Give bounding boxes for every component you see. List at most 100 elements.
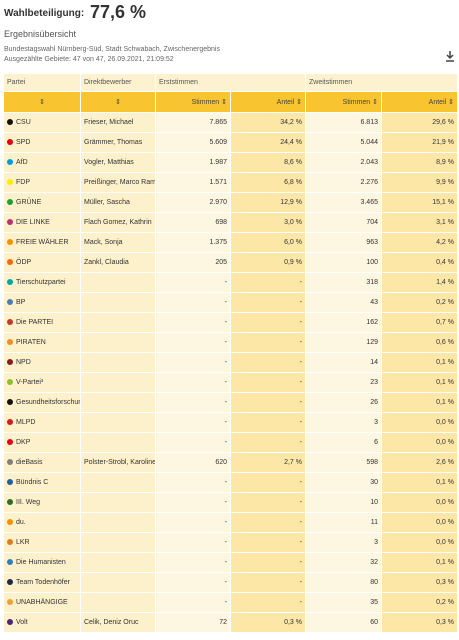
cell-text: 35 xyxy=(370,599,378,606)
info: Ausgezählte Gebiete: 47 von 47, 26.09.20… xyxy=(4,56,174,63)
cell: 12,9 % xyxy=(230,192,306,213)
cell: GRÜNE xyxy=(3,192,81,213)
cell: 0,3 % xyxy=(381,572,458,593)
cell: - xyxy=(230,472,306,493)
table-row: III. Weg - - 10 0,0 % xyxy=(3,492,458,513)
cell-text: - xyxy=(224,339,227,346)
cell: 0,1 % xyxy=(381,352,458,373)
cell: - xyxy=(230,572,306,593)
table-row: du. - - 11 0,0 % xyxy=(3,512,458,533)
cell-text: Vogler, Matthias xyxy=(84,159,134,166)
cell-text: 1.375 xyxy=(209,239,227,246)
results-table: Partei Direktbewerber Erststimmen Zweits… xyxy=(3,73,458,633)
cell: 9,9 % xyxy=(381,172,458,193)
party-color-dot xyxy=(7,399,13,405)
cell-text: 29,6 % xyxy=(432,119,454,126)
cell-text: 162 xyxy=(366,319,378,326)
turnout-value: 77,6 % xyxy=(90,2,147,22)
cell-text: - xyxy=(224,279,227,286)
party-color-dot xyxy=(7,479,13,485)
cell: - xyxy=(155,532,231,553)
party-color-dot xyxy=(7,539,13,545)
download-icon[interactable] xyxy=(445,50,455,62)
cell-text: 3 xyxy=(374,539,378,546)
cell-text: Grämmer, Thomas xyxy=(84,139,143,146)
party-color-dot xyxy=(7,219,13,225)
sort-header[interactable]: Anteil ⇕ xyxy=(230,91,306,113)
cell: 11 xyxy=(305,512,382,533)
table-row: PIRATEN - - 129 0,6 % xyxy=(3,332,458,353)
cell: DKP xyxy=(3,432,81,453)
column-header: Zweitstimmen xyxy=(305,73,458,92)
table-row: UNABHÄNGIGE - - 35 0,2 % xyxy=(3,592,458,613)
cell-text: 129 xyxy=(366,339,378,346)
cell-text: 0,6 % xyxy=(436,339,454,346)
header: Wahlbeteiligung: 77,6 % Ergebnisübersich… xyxy=(4,0,455,72)
cell: 0,4 % xyxy=(381,252,458,273)
cell: Frieser, Michael xyxy=(80,112,156,133)
cell-text: - xyxy=(299,359,302,366)
cell: 100 xyxy=(305,252,382,273)
cell: - xyxy=(155,352,231,373)
cell-text: 30 xyxy=(370,479,378,486)
cell-text: 704 xyxy=(366,219,378,226)
cell: - xyxy=(230,392,306,413)
sort-cell[interactable]: ⇕ xyxy=(3,91,81,113)
party-color-dot xyxy=(7,339,13,345)
cell: UNABHÄNGIGE xyxy=(3,592,81,613)
cell-text: - xyxy=(299,439,302,446)
cell-text: - xyxy=(299,599,302,606)
cell-text: 1.987 xyxy=(209,159,227,166)
subcolumn-label: Stimmen xyxy=(342,99,371,106)
subcolumn-label: Anteil xyxy=(276,99,295,106)
sort-header[interactable]: Anteil ⇕ xyxy=(381,91,458,113)
cell: 698 xyxy=(155,212,231,233)
cell xyxy=(80,552,156,573)
cell-text: 0,3 % xyxy=(436,619,454,626)
table-row: Die Humanisten - - 32 0,1 % xyxy=(3,552,458,573)
cell: - xyxy=(230,592,306,613)
cell: 14 xyxy=(305,352,382,373)
cell: Vogler, Matthias xyxy=(80,152,156,173)
cell: 0,1 % xyxy=(381,392,458,413)
cell: - xyxy=(155,392,231,413)
cell: - xyxy=(230,272,306,293)
cell: 0,0 % xyxy=(381,412,458,433)
cell: - xyxy=(155,432,231,453)
cell: - xyxy=(155,492,231,513)
cell: 620 xyxy=(155,452,231,473)
party-color-dot xyxy=(7,619,13,625)
sort-cell[interactable]: ⇕ xyxy=(80,91,156,113)
table-row: MLPD - - 3 0,0 % xyxy=(3,412,458,433)
cell: 0,0 % xyxy=(381,512,458,533)
party-color-dot xyxy=(7,319,13,325)
info: Bundestagswahl Nürnberg-Süd, Stadt Schwa… xyxy=(4,46,220,53)
sort-header[interactable]: Stimmen ⇕ xyxy=(305,91,382,113)
cell-text: - xyxy=(299,579,302,586)
cell-text: 60 xyxy=(370,619,378,626)
cell: 0,1 % xyxy=(381,552,458,573)
cell-text: 0,1 % xyxy=(436,359,454,366)
cell xyxy=(80,492,156,513)
cell: Mack, Sonja xyxy=(80,232,156,253)
cell xyxy=(80,312,156,333)
cell: - xyxy=(155,412,231,433)
cell-text: 0,3 % xyxy=(436,579,454,586)
cell-text: 0,1 % xyxy=(436,379,454,386)
column-header: Direktbewerber xyxy=(80,73,156,92)
cell-text: 72 xyxy=(219,619,227,626)
cell-text: 0,3 % xyxy=(284,619,302,626)
cell: 10 xyxy=(305,492,382,513)
party-name: Bündnis C xyxy=(16,479,49,486)
table-row: BP - - 43 0,2 % xyxy=(3,292,458,313)
cell: 2.276 xyxy=(305,172,382,193)
cell xyxy=(80,272,156,293)
cell-text: 0,0 % xyxy=(436,419,454,426)
sort-header[interactable]: Stimmen ⇕ xyxy=(155,91,231,113)
cell: - xyxy=(230,492,306,513)
cell: 7.865 xyxy=(155,112,231,133)
cell: - xyxy=(155,592,231,613)
cell-text: 6,8 % xyxy=(284,179,302,186)
cell: MLPD xyxy=(3,412,81,433)
